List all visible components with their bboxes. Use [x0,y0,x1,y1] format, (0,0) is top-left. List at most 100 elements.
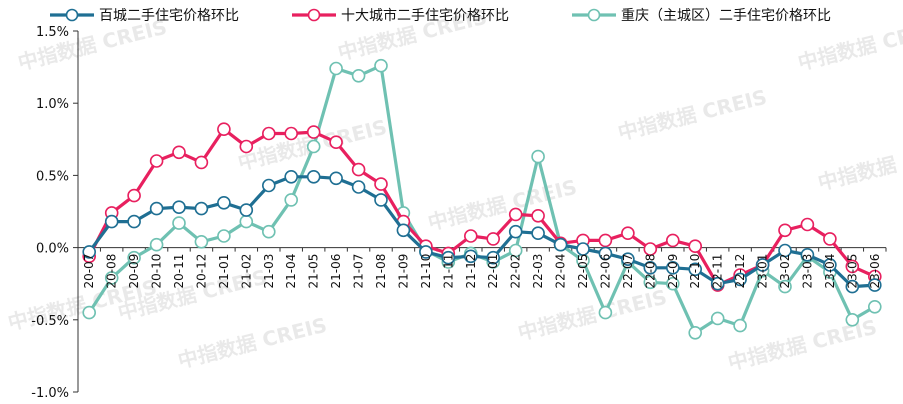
watermarks: 中指数据 CREIS 中指数据 CREIS 中指数据 CREIS 中指数据 CREIS… [5,5,903,375]
data-point [463,229,478,243]
data-point [82,245,96,259]
data-point [239,214,254,229]
x-tick-label: 23-03 [800,254,814,289]
x-tick-label: 20-10 [150,254,164,289]
data-point [82,305,96,320]
x-tick-label: 23-01 [756,254,770,289]
data-point [284,170,299,184]
y-tick-label: 1.0% [36,97,69,112]
data-point [149,237,164,252]
data-point [351,180,366,194]
data-point [127,214,141,229]
data-point [149,154,164,168]
data-point [306,170,321,184]
data-point [351,162,366,177]
data-point [508,207,523,222]
x-tick-label: 20-12 [194,254,208,289]
data-point [149,201,164,216]
legend-swatch-marker [307,8,321,22]
x-tick-label: 21-09 [396,254,410,289]
data-point [531,209,545,223]
data-point [239,203,254,217]
data-point [217,229,231,243]
watermark-text: 中指数据 CREIS [175,313,329,373]
x-tick-label: 23-04 [823,254,837,289]
data-point [104,214,119,229]
data-point [239,139,254,154]
x-tick-label: 22-05 [576,254,590,289]
data-point [194,155,209,170]
data-point [665,276,680,291]
data-point [217,122,231,136]
x-tick-label: 22-12 [733,254,747,289]
data-point [261,224,276,239]
watermark-text: 中指数据 CREIS [615,85,769,145]
x-tick-label: 22-01 [486,254,500,289]
data-point [463,249,478,264]
data-point [800,248,815,262]
x-tick-label: 20-08 [105,254,119,289]
data-point [172,216,186,230]
data-point [261,126,276,141]
x-tick-label: 22-02 [509,254,523,289]
data-point [598,305,613,320]
data-point [621,252,635,267]
legend-swatch-marker [65,8,79,22]
data-point [665,233,680,248]
x-tick-label: 22-07 [621,254,635,289]
x-tick-label: 20-09 [127,254,141,289]
x-tick-labels: 20-07 20-08 20-09 20-10 20-11 20-12 21-01 21-02… [82,254,882,289]
data-point [104,271,119,285]
legend: 百城二手住宅价格环比 十大城市二手住宅价格环比 重庆（主城区）二手住宅价格环比 [50,7,831,24]
legend-swatch-marker [587,8,601,22]
x-tick-label: 21-01 [217,254,231,289]
data-point [755,258,770,272]
x-tick-label: 22-06 [598,254,612,289]
data-point [867,299,882,314]
data-point [553,237,568,252]
data-point [845,259,860,274]
x-tick-label: 22-03 [531,254,545,289]
data-point [800,217,815,232]
x-tick-label: 21-06 [329,254,343,289]
data-point [688,262,703,277]
data-point [576,242,590,256]
x-tick-label: 21-04 [284,254,298,289]
data-point [329,171,343,186]
x-tick-label: 22-08 [643,254,657,289]
data-point [643,242,658,256]
data-point [441,250,456,265]
data-point [778,223,792,238]
y-tick-label: -0.5% [31,314,69,329]
data-point [733,318,747,333]
data-point [374,193,388,207]
data-point [665,260,680,275]
data-point [845,312,860,327]
data-point [845,279,860,294]
x-tick-label: 21-05 [307,254,321,289]
legend-label: 十大城市二手住宅价格环比 [341,7,509,24]
x-tick-label: 21-12 [464,254,478,289]
data-point [194,235,209,249]
x-tick-label: 21-08 [374,254,388,289]
x-tick-label: 23-06 [868,254,882,289]
data-point [374,177,388,191]
data-point [127,188,141,203]
data-point [598,246,613,261]
x-tick-label: 21-10 [419,254,433,289]
data-point [508,224,523,239]
data-point [486,232,501,246]
series-0 [82,170,882,294]
data-point [172,200,186,214]
x-tick-label: 22-04 [554,254,568,289]
data-point [823,232,837,246]
watermark-text: 中指数据 CREIS [515,285,669,345]
data-point [531,149,545,164]
data-point [217,196,231,210]
data-point [329,135,343,149]
x-tick-label: 21-07 [352,254,366,289]
data-point [710,276,725,291]
data-point [531,226,545,240]
data-point [621,226,635,240]
data-point [823,258,837,272]
